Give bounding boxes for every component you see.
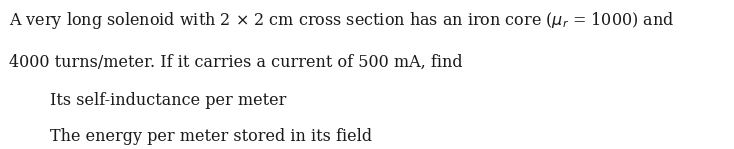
Text: The energy per meter stored in its field: The energy per meter stored in its field bbox=[50, 128, 372, 145]
Text: A very long solenoid with 2 $\times$ 2 cm cross section has an iron core ($\mu_r: A very long solenoid with 2 $\times$ 2 c… bbox=[9, 10, 675, 31]
Text: Its self-inductance per meter: Its self-inductance per meter bbox=[50, 92, 286, 109]
Text: 4000 turns/meter. If it carries a current of 500 mA, find: 4000 turns/meter. If it carries a curren… bbox=[9, 54, 462, 71]
